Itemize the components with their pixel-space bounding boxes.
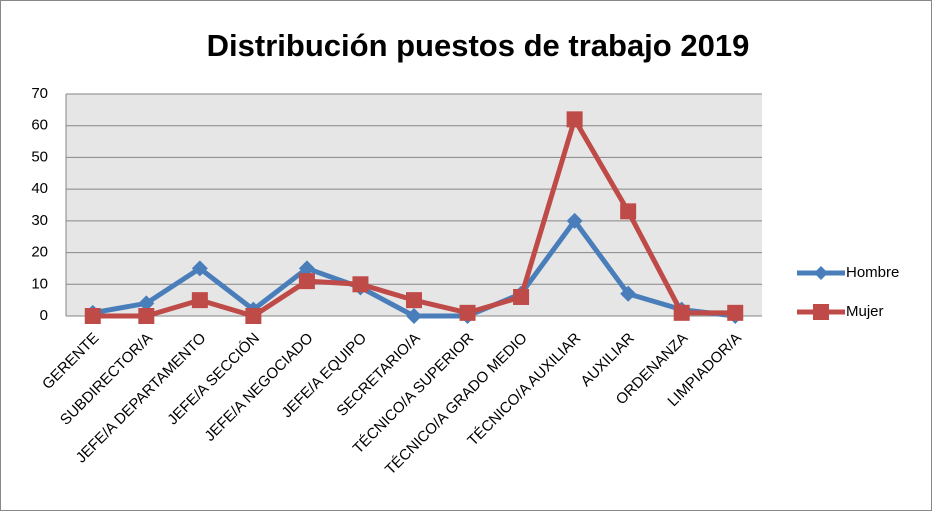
point	[352, 276, 369, 293]
legend-label: Mujer	[846, 303, 884, 320]
point	[406, 308, 422, 324]
point	[620, 203, 637, 220]
point	[566, 111, 583, 128]
point	[298, 273, 315, 290]
point	[138, 295, 155, 312]
point	[459, 304, 476, 321]
point	[727, 304, 744, 321]
y-tick-label: 0	[40, 307, 48, 324]
point	[673, 304, 690, 321]
plot-area	[66, 94, 762, 316]
point	[406, 292, 422, 309]
point	[566, 212, 583, 229]
legend-label: Hombre	[846, 264, 899, 281]
point	[513, 288, 530, 305]
point	[245, 308, 262, 324]
y-tick-label: 50	[31, 148, 48, 165]
chart-title: Distribución puestos de trabajo 2019	[207, 28, 750, 63]
y-tick-label: 60	[31, 117, 48, 134]
y-tick-label: 10	[31, 275, 48, 292]
point	[298, 260, 315, 277]
point	[191, 292, 208, 309]
y-tick-label: 70	[31, 85, 48, 102]
y-tick-label: 30	[31, 212, 48, 229]
legend-marker	[814, 266, 828, 280]
y-tick-label: 20	[31, 244, 48, 261]
point	[191, 260, 208, 277]
y-tick-label: 40	[31, 180, 48, 197]
point	[620, 285, 637, 302]
legend-marker	[813, 304, 829, 320]
point	[138, 308, 155, 324]
point	[84, 308, 101, 324]
